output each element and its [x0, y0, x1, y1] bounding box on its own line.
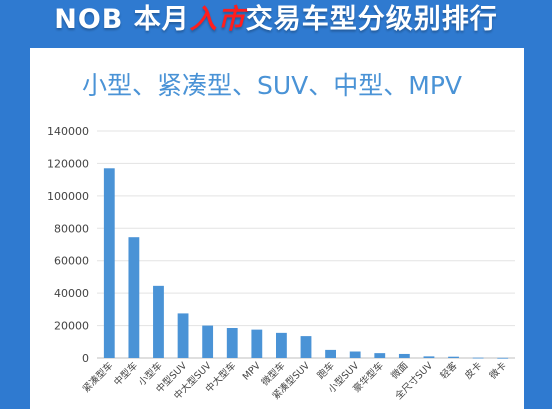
bar [398, 353, 410, 358]
bar [374, 353, 386, 358]
chart-grid [97, 130, 515, 359]
page-title: NOB 本月入市交易车型分级别排行 [0, 2, 552, 38]
bar [472, 357, 484, 359]
bar [226, 328, 238, 358]
y-tick-label: 80000 [54, 222, 89, 235]
bar [300, 336, 312, 358]
title-suffix: 交易车型分级别排行 [245, 4, 498, 35]
y-tick-label: 40000 [54, 287, 89, 300]
chart-title: 小型、紧凑型、SUV、中型、MPV [82, 71, 462, 100]
bar [349, 351, 361, 358]
x-tick-label: 皮卡 [462, 359, 484, 381]
y-axis: 0 20000 40000 60000 80000 100000 120000 140000 [47, 125, 89, 365]
y-tick-label: 60000 [54, 255, 89, 268]
y-tick-label: 0 [82, 352, 89, 365]
y-tick-label: 140000 [47, 125, 89, 138]
bar [325, 349, 336, 358]
x-tick-label: 跑车 [315, 360, 337, 382]
title-highlight: 入市 [189, 4, 246, 35]
bar [153, 285, 164, 358]
chart-bars [103, 168, 509, 359]
bar [251, 329, 263, 358]
x-tick-label: 轻客 [438, 359, 460, 381]
x-tick-label: 微面 [389, 360, 411, 382]
bar [276, 332, 287, 358]
y-tick-label: 20000 [54, 320, 89, 333]
bar [128, 237, 140, 358]
bar [423, 356, 435, 358]
bar [448, 356, 459, 358]
bar [497, 357, 509, 359]
bar [103, 168, 115, 358]
chart-panel: 小型、紧凑型、SUV、中型、MPV 0 20000 40000 60000 80000 1… [30, 48, 524, 409]
x-tick-label: 微卡 [487, 359, 509, 381]
x-tick-label: 中型车 [111, 360, 140, 389]
y-tick-label: 120000 [47, 157, 89, 170]
title-prefix: NOB 本月 [54, 4, 190, 35]
bar-chart: 小型、紧凑型、SUV、中型、MPV 0 20000 40000 60000 80000 1… [47, 71, 515, 402]
bar [202, 325, 214, 358]
y-tick-label: 100000 [47, 190, 89, 203]
bar [177, 313, 189, 358]
